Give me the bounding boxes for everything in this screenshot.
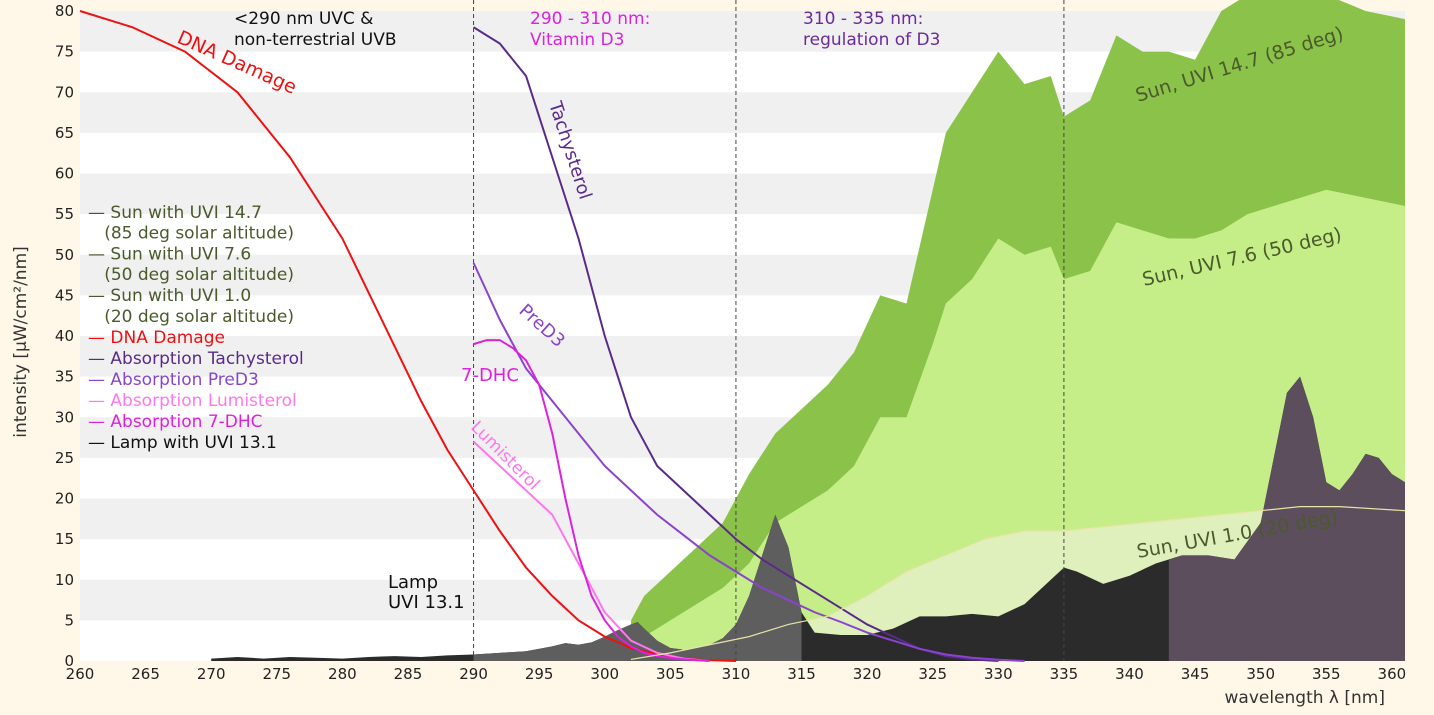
annotation-7-dhc: 7-DHC bbox=[461, 365, 519, 386]
x-tick-label: 340 bbox=[1115, 665, 1144, 683]
y-tick-label: 0 bbox=[64, 652, 74, 670]
y-tick-label: 5 bbox=[64, 611, 74, 629]
x-tick-labels: 260 265 270 275 280 285 290 295 300 305 310 315 320 3… bbox=[66, 665, 1407, 683]
legend: — Sun with UVI 14.7 (85 deg solar altitu… bbox=[88, 203, 304, 453]
x-tick-label: 260 bbox=[66, 665, 95, 683]
y-tick-label: 50 bbox=[55, 246, 74, 264]
legend-entry: — Absorption Lumisterol bbox=[88, 391, 297, 411]
y-tick-label: 80 bbox=[55, 2, 74, 20]
region-labels: <290 nm UVC &non-terrestrial UVB 290 - 31… bbox=[234, 9, 940, 50]
x-tick-label: 275 bbox=[262, 665, 291, 683]
x-tick-label: 285 bbox=[394, 665, 423, 683]
line-dna-damage bbox=[79, 10, 736, 662]
region-label-line: 310 - 335 nm: bbox=[803, 9, 923, 29]
legend-entry: — Absorption 7-DHC bbox=[88, 412, 263, 432]
line-absorption-lumisterol bbox=[472, 440, 710, 662]
grid-band bbox=[80, 11, 1405, 52]
legend-entry: (85 deg solar altitude) bbox=[88, 224, 294, 244]
line-absorption-pred3 bbox=[472, 262, 1025, 662]
x-tick-label: 320 bbox=[853, 665, 882, 683]
y-tick-labels: 0 5 10 15 20 25 30 35 40 45 50 55 60 65 70 75 80 bbox=[55, 2, 74, 670]
x-tick-label: 345 bbox=[1181, 665, 1210, 683]
line-absorption-tachysterol bbox=[473, 26, 999, 662]
x-tick-label: 315 bbox=[787, 665, 816, 683]
legend-entry: — DNA Damage bbox=[88, 328, 225, 348]
region-label-line: Vitamin D3 bbox=[530, 30, 624, 50]
y-tick-label: 55 bbox=[55, 205, 74, 223]
y-tick-label: 35 bbox=[55, 368, 74, 386]
region-label-line: non-terrestrial UVB bbox=[234, 30, 397, 50]
legend-entry: — Lamp with UVI 13.1 bbox=[88, 433, 277, 453]
y-tick-label: 65 bbox=[55, 124, 74, 142]
region-label-line: regulation of D3 bbox=[803, 30, 940, 50]
y-tick-label: 30 bbox=[55, 408, 74, 426]
x-tick-label: 300 bbox=[590, 665, 619, 683]
x-tick-label: 325 bbox=[918, 665, 947, 683]
line-series bbox=[79, 10, 1406, 662]
x-tick-label: 360 bbox=[1378, 665, 1407, 683]
legend-entry: (50 deg solar altitude) bbox=[88, 265, 294, 285]
y-tick-label: 40 bbox=[55, 327, 74, 345]
y-axis-title: intensity [µW/cm²/nm] bbox=[11, 246, 31, 438]
legend-entry: — Absorption PreD3 bbox=[88, 370, 259, 390]
x-tick-label: 330 bbox=[984, 665, 1013, 683]
y-tick-label: 70 bbox=[55, 83, 74, 101]
x-axis-title: wavelength λ [nm] bbox=[1225, 688, 1386, 708]
y-tick-label: 60 bbox=[55, 165, 74, 183]
legend-entry: — Absorption Tachysterol bbox=[88, 349, 304, 369]
line-sun-uvi-1-outline bbox=[630, 506, 1406, 660]
annotation-lamp: Lamp bbox=[388, 572, 438, 593]
x-tick-label: 290 bbox=[459, 665, 488, 683]
x-tick-label: 265 bbox=[131, 665, 160, 683]
legend-entry: — Sun with UVI 7.6 bbox=[88, 245, 251, 265]
x-tick-label: 335 bbox=[1050, 665, 1079, 683]
legend-entry: — Sun with UVI 14.7 bbox=[88, 203, 262, 223]
x-tick-label: 355 bbox=[1312, 665, 1341, 683]
region-divider-lines bbox=[473, 0, 1065, 661]
y-tick-label: 45 bbox=[55, 286, 74, 304]
annotation-uvi-13-1: UVI 13.1 bbox=[388, 592, 465, 613]
y-tick-label: 75 bbox=[55, 43, 74, 61]
region-label-line: 290 - 310 nm: bbox=[530, 9, 650, 29]
x-tick-label: 280 bbox=[328, 665, 357, 683]
y-tick-label: 10 bbox=[55, 571, 74, 589]
y-tick-label: 20 bbox=[55, 490, 74, 508]
x-tick-label: 305 bbox=[656, 665, 685, 683]
legend-entry: — Sun with UVI 1.0 bbox=[88, 286, 251, 306]
line-absorption-7-dhc bbox=[473, 339, 710, 662]
x-tick-label: 270 bbox=[197, 665, 226, 683]
y-tick-label: 15 bbox=[55, 530, 74, 548]
area-lamp-with-uvi-13-1 bbox=[211, 376, 1406, 661]
x-tick-label: 350 bbox=[1246, 665, 1275, 683]
area-series bbox=[211, 0, 1406, 661]
x-tick-label: 295 bbox=[525, 665, 554, 683]
x-tick-label: 310 bbox=[722, 665, 751, 683]
legend-entry: (20 deg solar altitude) bbox=[88, 307, 294, 327]
region-label-line: <290 nm UVC & bbox=[234, 9, 373, 29]
y-tick-label: 25 bbox=[55, 449, 74, 467]
